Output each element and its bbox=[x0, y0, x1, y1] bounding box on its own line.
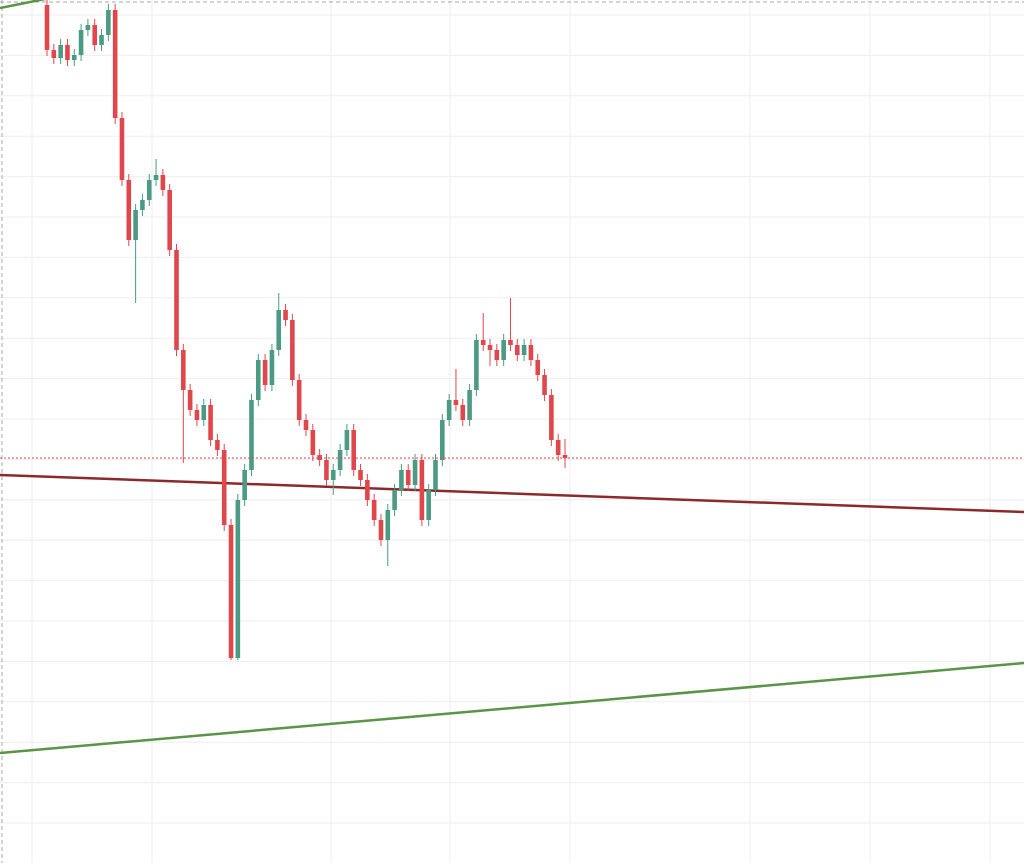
candle-body bbox=[58, 45, 63, 58]
trend-line bbox=[0, 661, 1024, 755]
candle-body bbox=[235, 500, 241, 658]
candle-body bbox=[480, 340, 486, 345]
candle-body bbox=[344, 430, 350, 450]
candle-body bbox=[242, 470, 247, 500]
candle-body bbox=[324, 460, 329, 480]
candle-body bbox=[371, 500, 377, 520]
candle-body bbox=[221, 450, 227, 525]
candle-body bbox=[453, 400, 459, 405]
candle-body bbox=[276, 310, 282, 350]
candle-body bbox=[92, 25, 98, 45]
candle-body bbox=[426, 490, 431, 520]
candle-body bbox=[167, 190, 172, 250]
candle-body bbox=[160, 175, 166, 190]
candle-body bbox=[290, 320, 295, 380]
candle-body bbox=[146, 180, 152, 200]
candle-body bbox=[153, 175, 159, 180]
candle-body bbox=[358, 470, 363, 480]
candle-body bbox=[446, 400, 452, 420]
candle-body bbox=[85, 25, 91, 30]
candle-body bbox=[44, 5, 50, 50]
candle-body bbox=[487, 345, 493, 350]
candle-body bbox=[201, 405, 207, 420]
candles bbox=[44, 0, 568, 660]
candle-body bbox=[514, 345, 520, 355]
candle-body bbox=[262, 360, 268, 385]
candle-body bbox=[521, 345, 527, 355]
candle-body bbox=[174, 250, 179, 350]
candle-body bbox=[501, 340, 506, 360]
candle-body bbox=[112, 10, 118, 118]
candle-body bbox=[399, 470, 404, 490]
candle-body bbox=[283, 310, 288, 320]
candle-body bbox=[269, 350, 275, 385]
candle-body bbox=[528, 345, 534, 360]
candle-body bbox=[133, 210, 138, 240]
candle-body bbox=[255, 360, 261, 400]
trend-line bbox=[0, 0, 47, 10]
candle-body bbox=[71, 55, 77, 60]
candle-body bbox=[106, 10, 111, 35]
candle-body bbox=[385, 510, 391, 540]
candle-body bbox=[467, 390, 472, 420]
candle-body bbox=[549, 395, 554, 440]
candle-body bbox=[228, 525, 234, 658]
candle-body bbox=[378, 520, 384, 540]
candle-body bbox=[337, 450, 343, 470]
candle-body bbox=[296, 380, 302, 420]
candle-body bbox=[78, 30, 84, 55]
candle-body bbox=[303, 420, 309, 430]
candle-body bbox=[460, 405, 466, 420]
candle-body bbox=[392, 490, 397, 510]
candle-body bbox=[542, 375, 547, 395]
candle-body bbox=[419, 460, 425, 520]
candle-body bbox=[562, 455, 568, 458]
candle-body bbox=[555, 440, 561, 455]
candle-body bbox=[119, 118, 125, 180]
candle-body bbox=[351, 430, 357, 470]
trend-line bbox=[0, 473, 1024, 514]
candle-body bbox=[310, 430, 316, 455]
candle-body bbox=[440, 420, 445, 460]
candle-body bbox=[194, 410, 200, 420]
candle-body bbox=[187, 390, 193, 410]
candle-body bbox=[433, 460, 438, 490]
candle-body bbox=[208, 405, 213, 440]
candle-body bbox=[65, 45, 70, 60]
candle-body bbox=[535, 360, 541, 375]
candle-body bbox=[140, 200, 145, 210]
candle-body bbox=[330, 470, 336, 480]
candle-body bbox=[126, 180, 132, 240]
candle-body bbox=[99, 35, 104, 45]
candle-body bbox=[508, 340, 513, 345]
candle-body bbox=[412, 460, 418, 485]
candle-body bbox=[51, 50, 57, 58]
candle-body bbox=[249, 400, 254, 470]
candle-body bbox=[215, 440, 220, 450]
candle-body bbox=[181, 350, 186, 390]
candle-body bbox=[494, 350, 500, 360]
candle-body bbox=[405, 470, 411, 485]
candle-body bbox=[317, 455, 322, 460]
candle-body bbox=[474, 340, 479, 390]
candle-body bbox=[365, 480, 370, 500]
